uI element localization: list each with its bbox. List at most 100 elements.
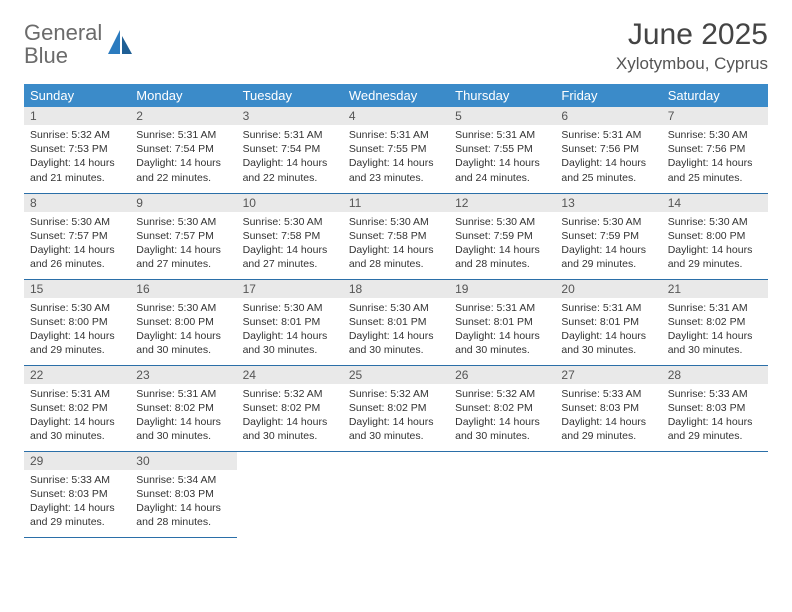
day-content: Sunrise: 5:30 AMSunset: 7:59 PMDaylight:… xyxy=(555,212,661,276)
sunrise-text: Sunrise: 5:30 AM xyxy=(561,215,655,229)
day-number: 8 xyxy=(24,194,130,212)
day-content: Sunrise: 5:31 AMSunset: 8:01 PMDaylight:… xyxy=(555,298,661,362)
sunset-text: Sunset: 8:02 PM xyxy=(243,401,337,415)
sunset-text: Sunset: 8:01 PM xyxy=(243,315,337,329)
weekday-header: Sunday xyxy=(24,84,130,107)
calendar-day-cell: 17Sunrise: 5:30 AMSunset: 8:01 PMDayligh… xyxy=(237,279,343,365)
daylight-text: Daylight: 14 hours and 30 minutes. xyxy=(243,329,337,357)
sunset-text: Sunset: 7:59 PM xyxy=(455,229,549,243)
day-number: 28 xyxy=(662,366,768,384)
brand-logo: General Blue xyxy=(24,22,134,68)
day-number: 2 xyxy=(130,107,236,125)
daylight-text: Daylight: 14 hours and 30 minutes. xyxy=(30,415,124,443)
daylight-text: Daylight: 14 hours and 27 minutes. xyxy=(136,243,230,271)
calendar-day-cell: 18Sunrise: 5:30 AMSunset: 8:01 PMDayligh… xyxy=(343,279,449,365)
daylight-text: Daylight: 14 hours and 30 minutes. xyxy=(136,329,230,357)
sunrise-text: Sunrise: 5:32 AM xyxy=(455,387,549,401)
daylight-text: Daylight: 14 hours and 24 minutes. xyxy=(455,156,549,184)
day-number: 21 xyxy=(662,280,768,298)
sunrise-text: Sunrise: 5:30 AM xyxy=(668,128,762,142)
daylight-text: Daylight: 14 hours and 30 minutes. xyxy=(455,329,549,357)
calendar-day-cell: 28Sunrise: 5:33 AMSunset: 8:03 PMDayligh… xyxy=(662,365,768,451)
daylight-text: Daylight: 14 hours and 27 minutes. xyxy=(243,243,337,271)
sunrise-text: Sunrise: 5:30 AM xyxy=(243,301,337,315)
location-label: Xylotymbou, Cyprus xyxy=(616,54,768,74)
sunset-text: Sunset: 8:00 PM xyxy=(30,315,124,329)
daylight-text: Daylight: 14 hours and 23 minutes. xyxy=(349,156,443,184)
sunset-text: Sunset: 8:00 PM xyxy=(136,315,230,329)
weekday-header: Tuesday xyxy=(237,84,343,107)
daylight-text: Daylight: 14 hours and 30 minutes. xyxy=(349,415,443,443)
sunset-text: Sunset: 8:03 PM xyxy=(136,487,230,501)
weekday-header: Thursday xyxy=(449,84,555,107)
day-number: 25 xyxy=(343,366,449,384)
sunset-text: Sunset: 8:02 PM xyxy=(30,401,124,415)
sunrise-text: Sunrise: 5:31 AM xyxy=(136,128,230,142)
sunrise-text: Sunrise: 5:30 AM xyxy=(349,301,443,315)
day-content: Sunrise: 5:32 AMSunset: 7:53 PMDaylight:… xyxy=(24,125,130,189)
sunrise-text: Sunrise: 5:31 AM xyxy=(561,301,655,315)
day-content: Sunrise: 5:31 AMSunset: 8:01 PMDaylight:… xyxy=(449,298,555,362)
sunset-text: Sunset: 7:58 PM xyxy=(243,229,337,243)
sunrise-text: Sunrise: 5:31 AM xyxy=(561,128,655,142)
daylight-text: Daylight: 14 hours and 30 minutes. xyxy=(668,329,762,357)
sunset-text: Sunset: 8:01 PM xyxy=(561,315,655,329)
sunrise-text: Sunrise: 5:34 AM xyxy=(136,473,230,487)
calendar-day-cell: 23Sunrise: 5:31 AMSunset: 8:02 PMDayligh… xyxy=(130,365,236,451)
sunset-text: Sunset: 8:02 PM xyxy=(136,401,230,415)
sunset-text: Sunset: 7:59 PM xyxy=(561,229,655,243)
sunset-text: Sunset: 8:02 PM xyxy=(349,401,443,415)
sunset-text: Sunset: 7:55 PM xyxy=(349,142,443,156)
calendar-day-cell: 14Sunrise: 5:30 AMSunset: 8:00 PMDayligh… xyxy=(662,193,768,279)
sunrise-text: Sunrise: 5:33 AM xyxy=(30,473,124,487)
day-content: Sunrise: 5:33 AMSunset: 8:03 PMDaylight:… xyxy=(662,384,768,448)
sunset-text: Sunset: 8:02 PM xyxy=(668,315,762,329)
sunset-text: Sunset: 7:56 PM xyxy=(561,142,655,156)
calendar-empty-cell xyxy=(343,451,449,537)
day-content: Sunrise: 5:30 AMSunset: 8:00 PMDaylight:… xyxy=(662,212,768,276)
calendar-day-cell: 25Sunrise: 5:32 AMSunset: 8:02 PMDayligh… xyxy=(343,365,449,451)
calendar-day-cell: 3Sunrise: 5:31 AMSunset: 7:54 PMDaylight… xyxy=(237,107,343,193)
day-number: 22 xyxy=(24,366,130,384)
day-number: 3 xyxy=(237,107,343,125)
day-content: Sunrise: 5:30 AMSunset: 8:01 PMDaylight:… xyxy=(237,298,343,362)
brand-word2: Blue xyxy=(24,43,68,68)
calendar-day-cell: 11Sunrise: 5:30 AMSunset: 7:58 PMDayligh… xyxy=(343,193,449,279)
day-content: Sunrise: 5:31 AMSunset: 7:54 PMDaylight:… xyxy=(130,125,236,189)
sunrise-text: Sunrise: 5:30 AM xyxy=(30,301,124,315)
day-number: 7 xyxy=(662,107,768,125)
calendar-day-cell: 30Sunrise: 5:34 AMSunset: 8:03 PMDayligh… xyxy=(130,451,236,537)
day-content: Sunrise: 5:31 AMSunset: 8:02 PMDaylight:… xyxy=(130,384,236,448)
daylight-text: Daylight: 14 hours and 30 minutes. xyxy=(136,415,230,443)
daylight-text: Daylight: 14 hours and 28 minutes. xyxy=(136,501,230,529)
sunrise-text: Sunrise: 5:31 AM xyxy=(455,301,549,315)
day-number: 11 xyxy=(343,194,449,212)
daylight-text: Daylight: 14 hours and 22 minutes. xyxy=(136,156,230,184)
day-number: 18 xyxy=(343,280,449,298)
day-content: Sunrise: 5:30 AMSunset: 7:57 PMDaylight:… xyxy=(130,212,236,276)
sunset-text: Sunset: 7:56 PM xyxy=(668,142,762,156)
calendar-day-cell: 20Sunrise: 5:31 AMSunset: 8:01 PMDayligh… xyxy=(555,279,661,365)
day-content: Sunrise: 5:30 AMSunset: 8:00 PMDaylight:… xyxy=(130,298,236,362)
day-content: Sunrise: 5:31 AMSunset: 8:02 PMDaylight:… xyxy=(662,298,768,362)
brand-word1: General xyxy=(24,20,102,45)
day-number: 16 xyxy=(130,280,236,298)
sunrise-text: Sunrise: 5:30 AM xyxy=(136,215,230,229)
sunset-text: Sunset: 7:54 PM xyxy=(136,142,230,156)
calendar-week-row: 1Sunrise: 5:32 AMSunset: 7:53 PMDaylight… xyxy=(24,107,768,193)
sunrise-text: Sunrise: 5:32 AM xyxy=(349,387,443,401)
day-content: Sunrise: 5:30 AMSunset: 8:00 PMDaylight:… xyxy=(24,298,130,362)
sunrise-text: Sunrise: 5:30 AM xyxy=(136,301,230,315)
day-number: 15 xyxy=(24,280,130,298)
daylight-text: Daylight: 14 hours and 29 minutes. xyxy=(561,243,655,271)
calendar-empty-cell xyxy=(237,451,343,537)
calendar-empty-cell xyxy=(449,451,555,537)
sunset-text: Sunset: 7:58 PM xyxy=(349,229,443,243)
sunrise-text: Sunrise: 5:31 AM xyxy=(136,387,230,401)
calendar-week-row: 8Sunrise: 5:30 AMSunset: 7:57 PMDaylight… xyxy=(24,193,768,279)
sunrise-text: Sunrise: 5:30 AM xyxy=(243,215,337,229)
day-content: Sunrise: 5:32 AMSunset: 8:02 PMDaylight:… xyxy=(343,384,449,448)
logo-sail-icon xyxy=(106,28,134,63)
daylight-text: Daylight: 14 hours and 30 minutes. xyxy=(455,415,549,443)
weekday-header: Monday xyxy=(130,84,236,107)
